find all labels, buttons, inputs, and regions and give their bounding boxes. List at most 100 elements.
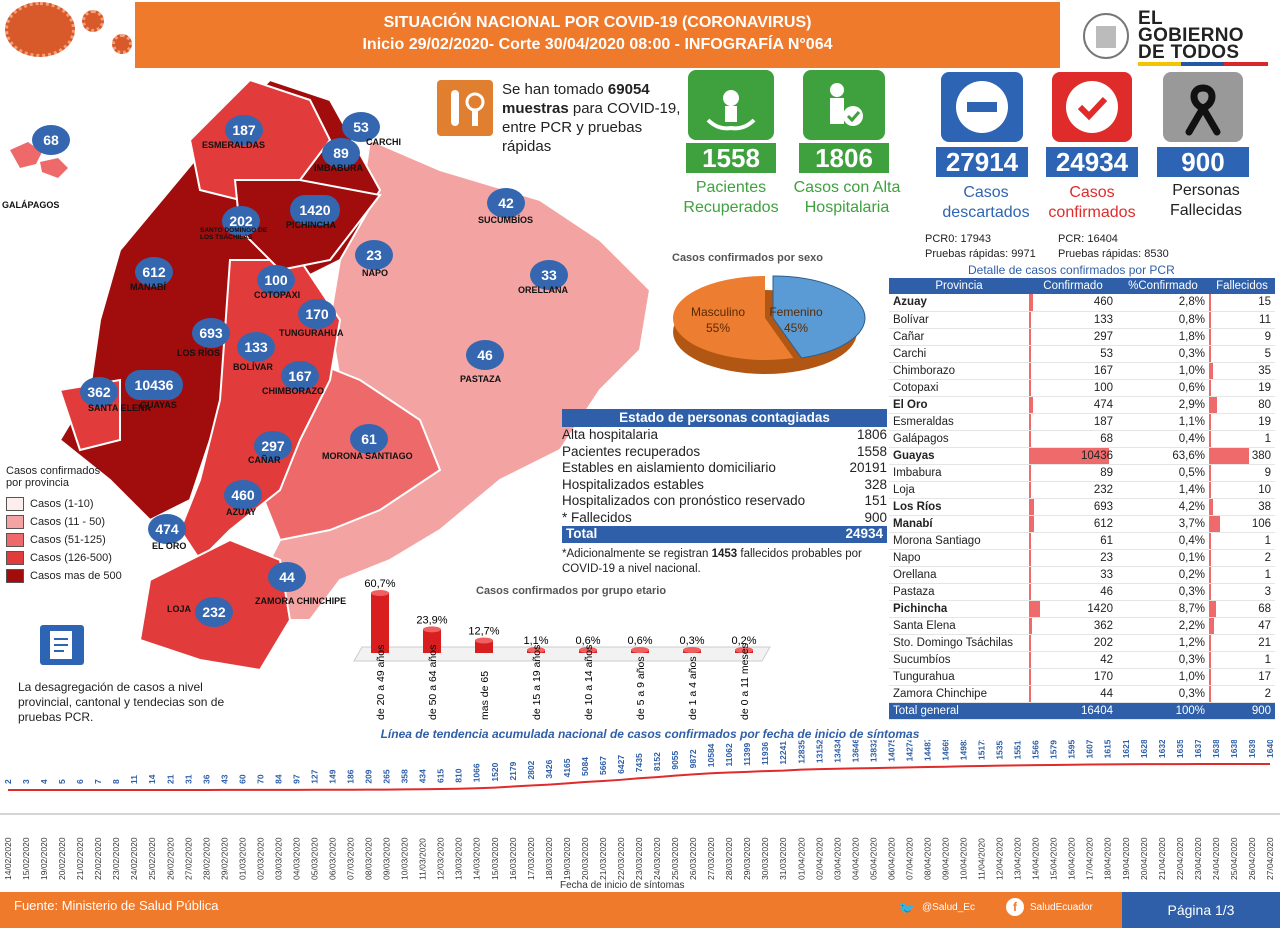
legend-item: Casos (11 - 50) [6, 513, 126, 531]
province-count-2: 187 [225, 115, 263, 145]
trend-date: 08/04/2020 [922, 837, 932, 880]
table-row: Santa Elena 362 2,2% 47 [889, 617, 1275, 635]
province-label-5: SANTO DOMINGO DE LOS TSÁCHILAS [200, 227, 268, 241]
trend-value: 7 [93, 779, 103, 784]
trend-date: 06/04/2020 [886, 837, 896, 880]
age-bar-value: 60,7% [364, 578, 395, 590]
trend-date: 29/03/2020 [742, 837, 752, 880]
trend-date: 23/03/2020 [634, 837, 644, 880]
province-count-14: 133 [237, 332, 275, 362]
province-label-7: SUCUMBÍOS [478, 215, 534, 225]
province-label-13: LOS RÍOS [177, 348, 221, 358]
pcr-cell: 1 [1209, 532, 1275, 550]
trend-date: 16/04/2020 [1067, 837, 1077, 880]
trend-value: 13646 [850, 740, 860, 762]
pcr-cell: Carchi [889, 345, 1029, 363]
pcr-cell: El Oro [889, 396, 1029, 414]
table-row: Azuay 460 2,8% 15 [889, 294, 1275, 312]
age-bar [475, 640, 493, 653]
pcr-cell: 2,8% [1117, 294, 1209, 312]
trend-value: 4 [39, 779, 49, 784]
trend-value: 8 [111, 779, 121, 784]
pcr-cell: 21 [1209, 634, 1275, 652]
pcr-cell: 612 [1029, 515, 1117, 533]
pcr-cell: Cotopaxi [889, 379, 1029, 397]
table-row: Guayas 10436 63,6% 380 [889, 447, 1275, 465]
trend-date: 11/03/2020 [418, 838, 428, 880]
pcr-cell: 232 [1029, 481, 1117, 499]
pcr-cell: 0,4% [1117, 430, 1209, 448]
estado-label: Hospitalizados con pronóstico reservado [562, 493, 806, 508]
trend-date: 21/04/2020 [1157, 837, 1167, 880]
province-count-12: 170 [298, 299, 336, 329]
trend-date: 25/04/2020 [1229, 837, 1239, 880]
twitter-icon: 🐦 [898, 900, 916, 916]
trend-date: 25/03/2020 [670, 837, 680, 880]
province-count-9: 33 [530, 260, 568, 290]
trend-date: 02/03/2020 [255, 837, 265, 880]
note-icon [40, 625, 84, 665]
trend-date: 14/02/2020 [3, 837, 13, 880]
twitter-handle[interactable]: @Salud_Ec [922, 902, 975, 913]
trend-date: 23/04/2020 [1193, 837, 1203, 880]
trend-date: 18/04/2020 [1103, 837, 1113, 880]
age-bar [423, 629, 441, 653]
table-row: Cotopaxi 100 0,6% 19 [889, 379, 1275, 397]
age-bar-value: 1,1% [523, 635, 548, 647]
trend-value: 14075 [886, 740, 896, 762]
legend-item: Casos (126-500) [6, 549, 126, 567]
trend-date: 14/04/2020 [1031, 837, 1041, 880]
trend-value: 14487 [922, 740, 932, 761]
trend-date: 03/04/2020 [832, 837, 842, 880]
estado-label: Pacientes recuperados [562, 443, 701, 459]
trend-date: 26/04/2020 [1247, 837, 1257, 880]
pcr-cell: 460 [1029, 294, 1117, 312]
pcr-cell: Santa Elena [889, 617, 1029, 635]
pcr-cell: 297 [1029, 328, 1117, 346]
province-label-10: MANABÍ [130, 282, 166, 292]
trend-value: 434 [418, 769, 428, 783]
trend-value: 5 [57, 779, 67, 784]
pie-label-masculino: Masculino [691, 305, 745, 319]
trend-date: 31/03/2020 [778, 837, 788, 880]
pcr-cell: 362 [1029, 617, 1117, 635]
age-bar-label: de 15 a 19 años [531, 645, 543, 720]
pcr-col-header: Fallecidos [1209, 278, 1275, 294]
table-row: Zamora Chinchipe 44 0,3% 2 [889, 685, 1275, 703]
trend-value: 149 [328, 769, 338, 783]
age-bar-top [475, 637, 493, 644]
trend-value: 13152 [814, 740, 824, 763]
pie-label-femenino: Femenino [769, 305, 823, 319]
pcr-total-cell: Total general [889, 702, 1029, 720]
trend-value: 97 [291, 774, 301, 784]
estado-panel: Estado de personas contagiadas Alta hosp… [562, 409, 887, 543]
legend-label: Casos (11 - 50) [30, 516, 105, 528]
pcr-cell: 1420 [1029, 600, 1117, 618]
age-bar-top [371, 590, 389, 596]
pcr-cell: 380 [1209, 447, 1275, 465]
table-row: Imbabura 89 0,5% 9 [889, 464, 1275, 482]
facebook-handle[interactable]: SaludEcuador [1030, 902, 1093, 913]
trend-value: 15951 [1067, 740, 1077, 759]
legend-swatch [6, 551, 24, 565]
province-count-19: 297 [254, 431, 292, 461]
table-row: Cañar 297 1,8% 9 [889, 328, 1275, 346]
province-count-11: 100 [257, 265, 295, 295]
trend-date: 29/02/2020 [219, 837, 229, 880]
pcr-col-header: Provincia [889, 278, 1029, 294]
samples-text: Se han tomado 69054 muestras para COVID-… [502, 81, 681, 155]
province-count-8: 23 [355, 240, 393, 270]
map-note: La desagregación de casos a nivel provin… [18, 680, 225, 724]
trend-value: 13832 [868, 740, 878, 762]
pcr-cell: Loja [889, 481, 1029, 499]
chart-floor [353, 646, 771, 662]
estado-row: * Fallecidos 900 [562, 510, 887, 527]
trend-date: 24/03/2020 [652, 837, 662, 880]
estado-row: Alta hospitalaria 1806 [562, 427, 887, 444]
province-count-13: 693 [192, 318, 230, 348]
discarded-label: Casos descartados [942, 184, 1030, 221]
pcr-cell: 11 [1209, 311, 1275, 329]
trend-date: 13/03/2020 [454, 837, 464, 880]
trend-date: 19/02/2020 [39, 837, 49, 880]
trend-value: 3 [21, 779, 31, 784]
